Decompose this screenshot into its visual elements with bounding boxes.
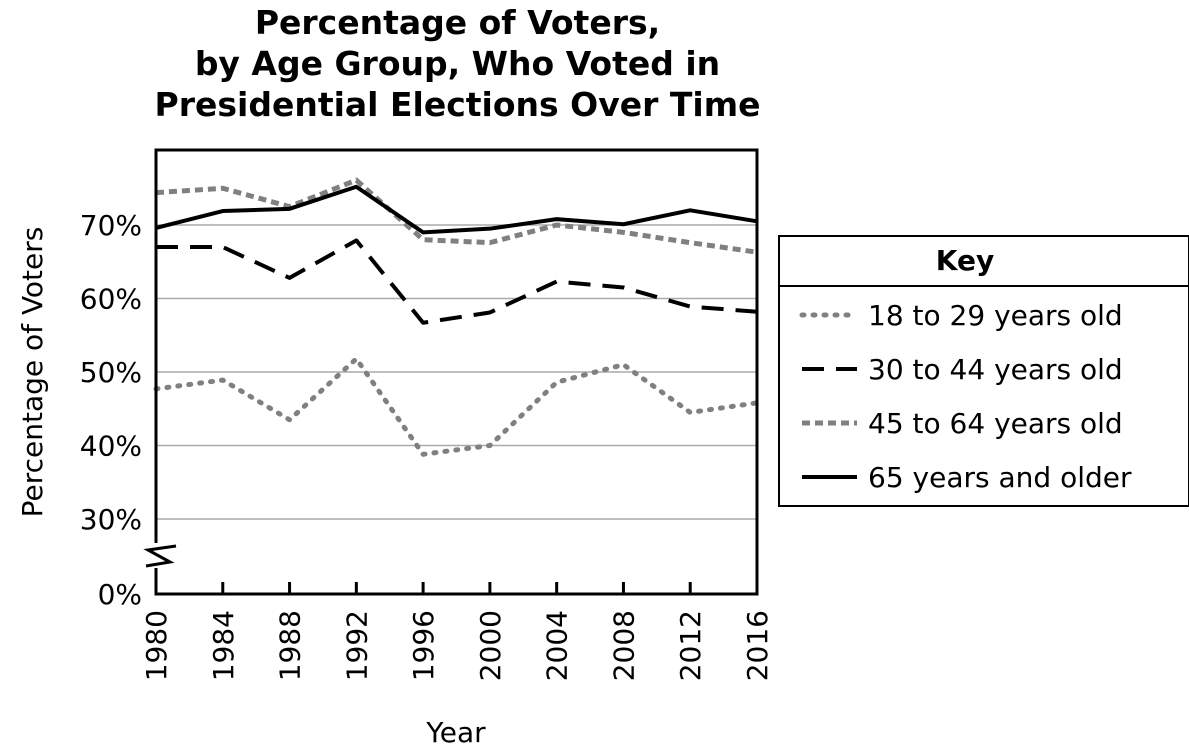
- x-tick-label: 1984: [207, 610, 240, 681]
- chart-title-line: by Age Group, Who Voted in: [194, 44, 721, 83]
- legend-title: Key: [936, 244, 994, 277]
- x-tick-label: 1980: [140, 610, 173, 681]
- legend-entry-label: 65 years and older: [868, 461, 1132, 494]
- x-tick-label: 2012: [674, 610, 707, 681]
- y-tick-label: 40%: [80, 430, 142, 463]
- legend-box: [778, 235, 1189, 507]
- x-tick-label: 2008: [607, 610, 640, 681]
- series-line-30-to-44-years-old: [156, 238, 758, 325]
- x-tick-label: 1996: [407, 610, 440, 681]
- x-axis-label: Year: [425, 716, 486, 748]
- x-tick-label: 1992: [340, 610, 373, 681]
- chart-title: Percentage of Voters, by Age Group, Who …: [80, 2, 835, 125]
- y-axis-ticks: 0% 30% 40% 50% 60% 70%: [80, 209, 142, 611]
- gridlines: [156, 224, 757, 520]
- y-tick-label: 0%: [98, 578, 142, 611]
- y-axis-label: Percentage of Voters: [16, 227, 49, 518]
- y-tick-label: 70%: [80, 209, 142, 242]
- plot-frame: [154, 148, 759, 596]
- x-tick-label: 2000: [474, 610, 507, 681]
- x-tick-label: 2004: [541, 610, 574, 681]
- x-tick-label: 2016: [741, 610, 774, 681]
- y-tick-label: 30%: [80, 503, 142, 536]
- legend-entry-label: 45 to 64 years old: [868, 407, 1123, 440]
- legend-entry-label: 18 to 29 years old: [868, 299, 1123, 332]
- y-tick-label: 50%: [80, 356, 142, 389]
- y-tick-label: 60%: [80, 283, 142, 316]
- legend: Key 18 to 29 years old 30 to 44 years old…: [778, 235, 1189, 507]
- series-line-65-years-and-older: [155, 184, 758, 235]
- chart-title-line: Percentage of Voters,: [254, 3, 661, 42]
- series-line-18-to-29-years-old: [153, 356, 760, 457]
- axis-break-icon: [143, 543, 177, 568]
- x-tick-label: 1988: [274, 610, 307, 681]
- series-line-45-to-64-years-old: [155, 177, 758, 255]
- legend-entry-label: 30 to 44 years old: [868, 353, 1123, 386]
- x-axis-ticks: 1980 1984 1988 1992 1996 2000 2004 2008 2012 2016: [140, 582, 774, 681]
- axis-break-zigzag: [143, 544, 177, 568]
- series-lines: [153, 177, 760, 457]
- chart-title-line: Presidential Elections Over Time: [154, 85, 761, 124]
